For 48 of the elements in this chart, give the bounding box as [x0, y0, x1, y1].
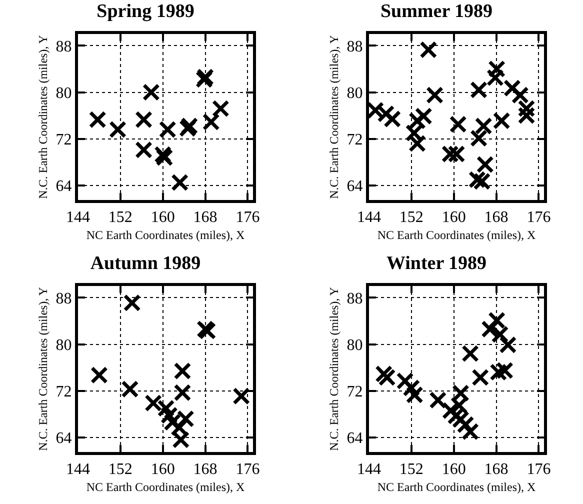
- x-tick-label: 144: [66, 209, 90, 226]
- y-tick-label: 80: [56, 84, 72, 102]
- x-tick-label: 152: [399, 209, 424, 226]
- y-tick-label: 64: [346, 430, 363, 448]
- x-tick-label: 160: [150, 209, 175, 226]
- y-tick-label: 64: [346, 178, 363, 196]
- y-axis-title: N.C. Earth Coordinates (miles), Y: [327, 34, 342, 199]
- x-tick-label: 168: [484, 209, 508, 226]
- x-tick-label: 176: [236, 461, 260, 478]
- y-tick-label: 88: [346, 38, 363, 56]
- x-tick-label: 176: [236, 209, 260, 226]
- x-tick-label: 160: [150, 461, 175, 478]
- x-tick-label: 152: [108, 461, 132, 478]
- x-axis-title: NC Earth Coordinates (miles), X: [377, 228, 536, 242]
- x-tick-label: 176: [526, 461, 551, 478]
- x-tick-label: 160: [442, 461, 466, 478]
- y-tick-label: 72: [346, 131, 363, 148]
- y-tick-label: 72: [56, 131, 72, 148]
- y-tick-label: 72: [56, 383, 72, 400]
- x-tick-label: 168: [484, 461, 508, 478]
- x-axis-title: NC Earth Coordinates (miles), X: [377, 480, 536, 494]
- x-tick-label: 152: [108, 209, 132, 226]
- chart-title: Autumn 1989: [90, 253, 201, 274]
- x-axis-title: NC Earth Coordinates (miles), X: [86, 228, 245, 242]
- chart-title: Winter 1989: [386, 253, 487, 274]
- x-tick-label: 176: [526, 209, 551, 226]
- y-tick-label: 80: [346, 336, 363, 354]
- y-tick-label: 80: [56, 336, 72, 354]
- x-tick-label: 144: [357, 461, 381, 478]
- y-axis-title: N.C. Earth Coordinates (miles), Y: [36, 34, 50, 199]
- y-tick-label: 88: [346, 290, 363, 308]
- y-axis-title: N.C. Earth Coordinates (miles), Y: [327, 286, 342, 451]
- y-tick-label: 64: [56, 178, 72, 196]
- x-tick-label: 144: [357, 209, 381, 226]
- x-tick-label: 160: [442, 209, 466, 226]
- chart-title: Summer 1989: [380, 1, 493, 22]
- x-tick-label: 168: [193, 461, 218, 478]
- x-axis-title: NC Earth Coordinates (miles), X: [86, 480, 245, 494]
- y-tick-label: 88: [56, 38, 72, 56]
- y-axis-title: N.C. Earth Coordinates (miles), Y: [36, 286, 50, 451]
- y-tick-label: 80: [346, 84, 363, 102]
- y-tick-label: 64: [56, 430, 72, 448]
- y-tick-label: 72: [346, 383, 363, 400]
- chart-title: Spring 1989: [96, 1, 194, 22]
- x-tick-label: 144: [66, 461, 90, 478]
- x-tick-label: 168: [193, 209, 218, 226]
- y-tick-label: 88: [56, 290, 72, 308]
- x-tick-label: 152: [399, 461, 424, 478]
